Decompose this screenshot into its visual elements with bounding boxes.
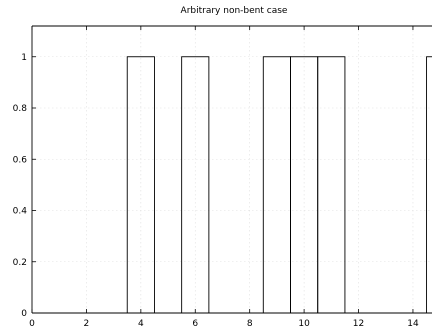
- y-tick-label: 1: [21, 53, 27, 63]
- x-tick-label: 4: [138, 319, 144, 328]
- bars: [126, 56, 432, 314]
- x-tick-label: 14: [407, 319, 419, 328]
- bar: [317, 56, 346, 314]
- x-tick-label: 8: [247, 319, 253, 328]
- y-tick-label: 0.4: [13, 207, 28, 217]
- x-tick-label: 2: [84, 319, 90, 328]
- chart-title: Arbitrary non-bent case: [181, 6, 288, 16]
- axes: [31, 25, 432, 314]
- grid: [32, 26, 432, 313]
- y-tick-label: 0.6: [13, 155, 28, 165]
- x-tick-label: 0: [29, 319, 35, 328]
- bar: [426, 56, 432, 314]
- y-tick-label: 0: [21, 309, 27, 319]
- x-tick-label: 10: [298, 319, 310, 328]
- y-axis-ticks: 0 0.2 0.4 0.6 0.8 1: [13, 53, 36, 319]
- y-tick-label: 0.2: [13, 258, 27, 268]
- y-tick-label: 0.8: [13, 104, 28, 114]
- bar: [262, 56, 291, 314]
- x-tick-label: 12: [353, 319, 364, 328]
- x-axis-ticks: 0 2 4 6 8 10 12 14: [29, 26, 419, 328]
- x-tick-label: 6: [192, 319, 198, 328]
